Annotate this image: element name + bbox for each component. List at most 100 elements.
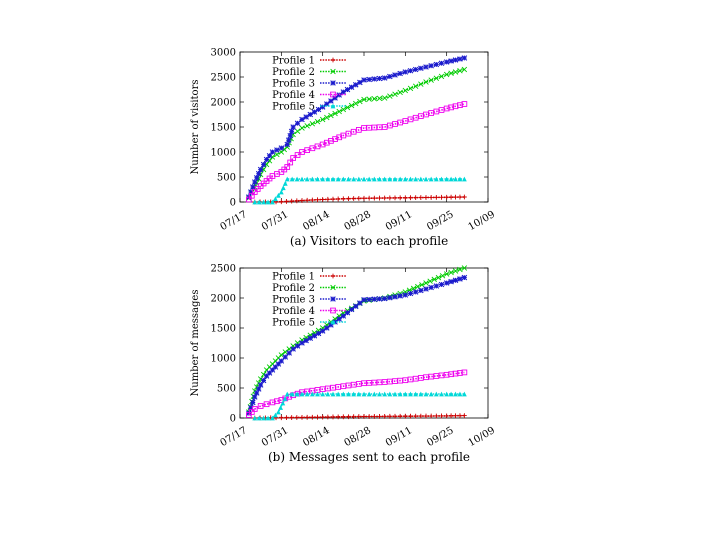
- data-point: [418, 287, 424, 294]
- data-point: [284, 141, 291, 148]
- data-point: [443, 71, 450, 78]
- data-point: [340, 89, 347, 95]
- x-tick-label: 09/11: [384, 425, 414, 449]
- data-point: [353, 100, 359, 107]
- data-point: [320, 197, 326, 202]
- data-point: [290, 124, 296, 130]
- data-point: [387, 176, 393, 182]
- data-point: [402, 292, 409, 298]
- data-point: [423, 195, 429, 200]
- data-point: [452, 57, 459, 63]
- data-point: [439, 194, 444, 200]
- data-point: [352, 303, 359, 310]
- data-point: [319, 116, 326, 123]
- data-point: [299, 176, 305, 182]
- data-point: [428, 391, 434, 397]
- legend-label: Profile 2: [272, 67, 315, 78]
- data-point: [290, 346, 296, 352]
- data-point: [294, 120, 301, 127]
- data-point: [392, 176, 398, 182]
- data-point: [253, 390, 260, 396]
- data-point: [412, 83, 419, 89]
- data-point: [428, 413, 434, 419]
- data-point: [330, 273, 336, 279]
- data-point: [320, 176, 326, 182]
- data-point: [294, 176, 300, 182]
- data-point: [282, 349, 288, 355]
- data-point: [356, 176, 362, 182]
- data-point: [376, 75, 383, 82]
- data-point: [248, 409, 255, 415]
- x-tick-label: 09/25: [425, 425, 455, 449]
- data-point: [340, 196, 346, 202]
- legend-label: Profile 2: [272, 283, 315, 294]
- data-point: [320, 391, 326, 397]
- data-point: [336, 316, 342, 322]
- data-point: [325, 414, 331, 420]
- data-point: [433, 194, 439, 200]
- data-point: [263, 156, 270, 163]
- data-point: [330, 284, 336, 291]
- data-point: [351, 391, 357, 397]
- data-point: [457, 391, 463, 397]
- data-point: [257, 382, 264, 388]
- x-tick-label: 08/14: [301, 209, 331, 233]
- y-tick-label: 2000: [211, 294, 236, 305]
- data-point: [289, 198, 295, 204]
- data-point: [309, 176, 315, 182]
- data-point: [284, 415, 289, 421]
- data-point: [402, 87, 409, 94]
- legend-label: Profile 3: [272, 295, 315, 306]
- data-point: [332, 95, 338, 101]
- x-tick-label: 07/31: [260, 209, 290, 233]
- data-point: [444, 413, 450, 419]
- data-point: [266, 152, 273, 159]
- data-point: [402, 69, 409, 75]
- data-point: [324, 101, 330, 107]
- data-point: [280, 400, 286, 406]
- data-point: [397, 70, 403, 77]
- y-tick-label: 2500: [211, 264, 236, 275]
- data-point: [457, 266, 463, 273]
- data-point: [256, 199, 262, 205]
- data-point: [340, 313, 347, 319]
- data-point: [439, 413, 444, 419]
- data-point: [309, 391, 315, 397]
- data-point: [418, 65, 424, 72]
- data-point: [376, 95, 383, 102]
- data-point: [303, 114, 309, 120]
- x-tick-label: 10/09: [467, 425, 497, 449]
- data-point: [328, 98, 334, 104]
- data-point: [356, 414, 362, 419]
- data-point: [448, 70, 454, 76]
- series-profile-4: [246, 101, 468, 203]
- data-point: [418, 413, 424, 419]
- data-point: [261, 415, 267, 421]
- data-point: [325, 176, 331, 182]
- x-tick-label: 09/25: [425, 209, 455, 233]
- data-point: [278, 189, 284, 195]
- data-point: [392, 391, 398, 397]
- x-tick-label: 08/28: [343, 425, 373, 449]
- data-point: [280, 185, 286, 191]
- data-point: [309, 121, 316, 127]
- data-point: [328, 138, 334, 144]
- data-point: [457, 413, 463, 419]
- data-point: [366, 195, 372, 201]
- data-point: [246, 196, 252, 203]
- data-point: [255, 386, 262, 392]
- data-point: [381, 295, 388, 302]
- data-point: [299, 391, 305, 397]
- data-point: [361, 176, 367, 182]
- data-point: [356, 195, 362, 201]
- data-point: [457, 56, 463, 62]
- data-point: [431, 276, 437, 283]
- data-point: [361, 391, 367, 397]
- data-point: [251, 189, 258, 195]
- data-point: [266, 370, 273, 376]
- data-point: [371, 176, 377, 182]
- data-point: [438, 281, 445, 288]
- data-point: [311, 109, 318, 115]
- data-point: [294, 128, 301, 134]
- data-point: [461, 66, 468, 73]
